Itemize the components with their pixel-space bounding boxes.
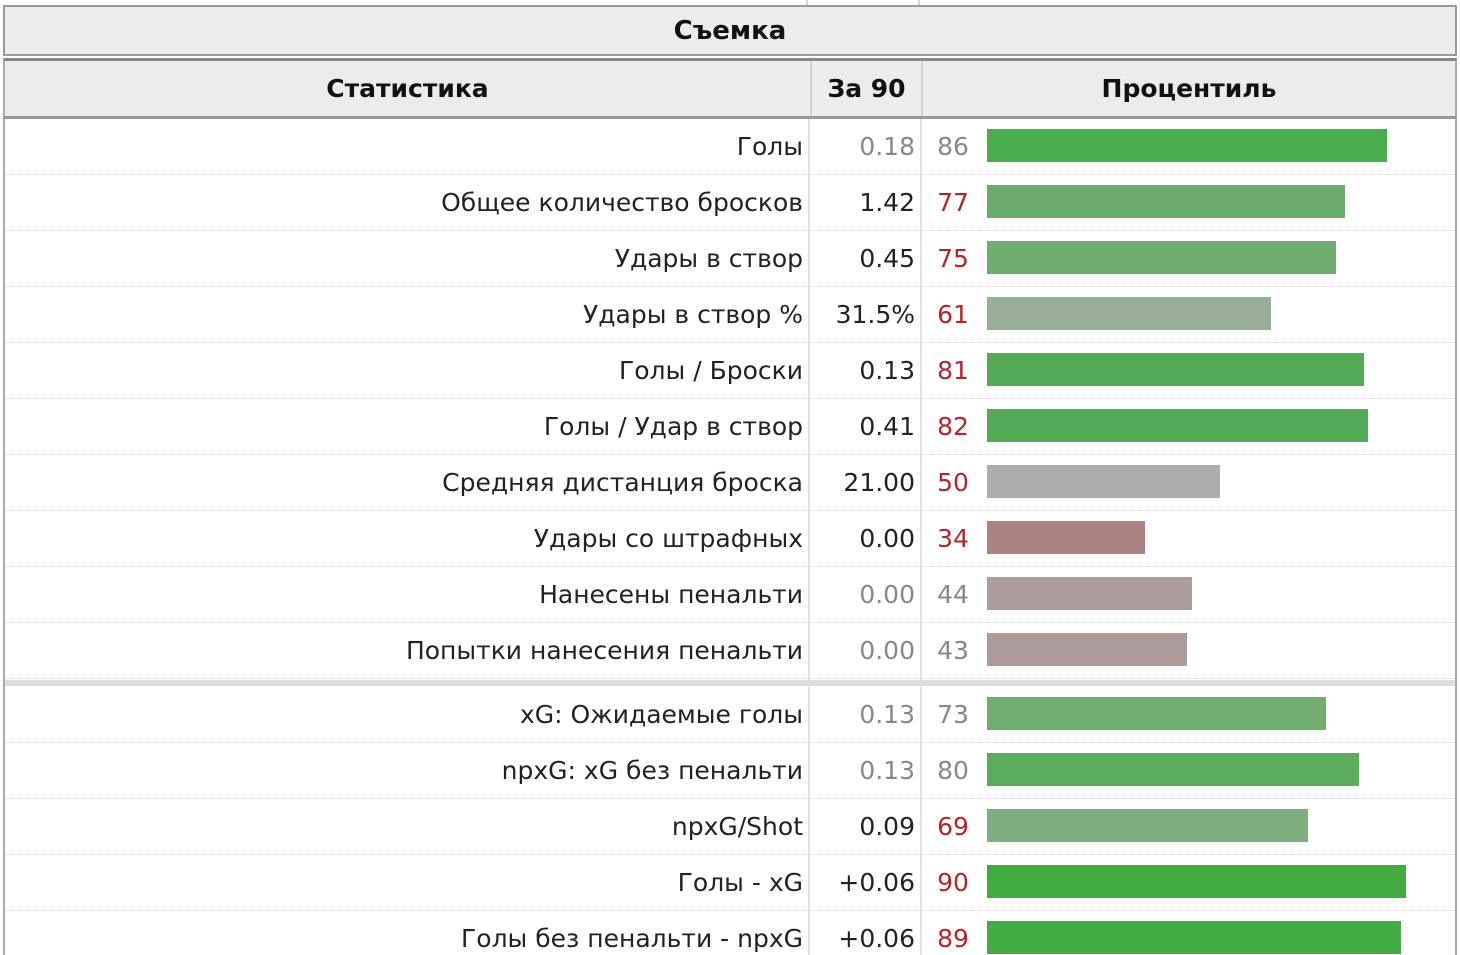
per90-value: 0.18 <box>859 132 915 161</box>
per90-value: 0.45 <box>859 244 915 273</box>
table-row: Средняя дистанция броска 21.00 50 <box>5 455 1455 511</box>
table-row: xG: Ожидаемые голы 0.13 73 <box>5 687 1455 743</box>
percentile-value: 43 <box>937 636 969 665</box>
stat-label: Голы - xG <box>677 868 803 897</box>
table-row: Голы / Удар в створ 0.41 82 <box>5 399 1455 455</box>
percentile-value: 50 <box>937 468 969 497</box>
per90-value: 0.00 <box>859 580 915 609</box>
percentile-bar <box>987 697 1326 730</box>
per90-value: 31.5% <box>835 300 915 329</box>
per90-value: 0.13 <box>859 356 915 385</box>
percentile-value: 80 <box>937 756 969 785</box>
stat-label: Средняя дистанция броска <box>442 468 803 497</box>
percentile-bar <box>987 465 1220 498</box>
percentile-bar <box>987 809 1308 842</box>
percentile-value: 69 <box>937 812 969 841</box>
table-header-row: Статистика За 90 Процентиль <box>3 58 1457 119</box>
table-row: Удары в створ % 31.5% 61 <box>5 287 1455 343</box>
per90-value: +0.06 <box>838 868 915 897</box>
column-separator <box>918 0 920 6</box>
percentile-bar <box>987 753 1359 786</box>
percentile-bar <box>987 185 1345 218</box>
percentile-value: 86 <box>937 132 969 161</box>
percentile-value: 34 <box>937 524 969 553</box>
stat-label: Удары со штрафных <box>533 524 803 553</box>
stat-label: Голы / Броски <box>619 356 803 385</box>
stat-label: Попытки нанесения пенальти <box>405 636 803 665</box>
stat-label: xG: Ожидаемые голы <box>519 700 803 729</box>
stat-label: Голы / Удар в створ <box>543 412 803 441</box>
table-row: Голы 0.18 86 <box>5 119 1455 175</box>
stat-label: Удары в створ <box>614 244 803 273</box>
per90-value: 0.13 <box>859 756 915 785</box>
per90-value: 21.00 <box>843 468 915 497</box>
percentile-value: 82 <box>937 412 969 441</box>
table-row: npxG: xG без пенальти 0.13 80 <box>5 743 1455 799</box>
header-per90[interactable]: За 90 <box>810 61 923 116</box>
table-row: Голы - xG +0.06 90 <box>5 855 1455 911</box>
section-divider <box>5 680 1455 686</box>
header-stat[interactable]: Статистика <box>326 74 489 103</box>
percentile-bar <box>987 129 1387 162</box>
table-row: Удары со штрафных 0.00 34 <box>5 511 1455 567</box>
column-separator <box>806 0 808 6</box>
table-body: Голы 0.18 86 Общее количество бросков 1.42 77… <box>3 119 1457 955</box>
percentile-value: 77 <box>937 188 969 217</box>
stat-label: Голы без пенальти - npxG <box>461 924 803 953</box>
percentile-value: 75 <box>937 244 969 273</box>
stat-label: Удары в створ % <box>583 300 803 329</box>
column-separator <box>920 119 922 955</box>
table-row: Нанесены пенальти 0.00 44 <box>5 567 1455 623</box>
percentile-value: 61 <box>937 300 969 329</box>
percentile-bar <box>987 353 1364 386</box>
table-row: Попытки нанесения пенальти 0.00 43 <box>5 623 1455 679</box>
percentile-bar <box>987 865 1406 898</box>
per90-value: 0.09 <box>859 812 915 841</box>
stat-label: Голы <box>736 132 803 161</box>
table-caption: Съемка <box>3 5 1457 56</box>
table-row: Общее количество бросков 1.42 77 <box>5 175 1455 231</box>
table-row: Голы без пенальти - npxG +0.06 89 <box>5 911 1455 955</box>
percentile-value: 81 <box>937 356 969 385</box>
percentile-bar <box>987 521 1145 554</box>
stat-label: Нанесены пенальти <box>539 580 803 609</box>
percentile-value: 89 <box>937 924 969 953</box>
stat-label: npxG/Shot <box>671 812 803 841</box>
per90-value: 0.13 <box>859 700 915 729</box>
header-percentile[interactable]: Процентиль <box>1101 74 1277 103</box>
percentile-bar <box>987 921 1401 954</box>
percentile-bar <box>987 241 1336 274</box>
per90-value: 0.41 <box>859 412 915 441</box>
per90-value: 0.00 <box>859 524 915 553</box>
stat-label: npxG: xG без пенальти <box>501 756 803 785</box>
table-row: npxG/Shot 0.09 69 <box>5 799 1455 855</box>
table-row: Удары в створ 0.45 75 <box>5 231 1455 287</box>
per90-value: +0.06 <box>838 924 915 953</box>
percentile-bar <box>987 297 1271 330</box>
table-row: Голы / Броски 0.13 81 <box>5 343 1455 399</box>
percentile-value: 90 <box>937 868 969 897</box>
per90-value: 1.42 <box>859 188 915 217</box>
percentile-value: 73 <box>937 700 969 729</box>
per90-value: 0.00 <box>859 636 915 665</box>
stat-label: Общее количество бросков <box>441 188 803 217</box>
percentile-bar <box>987 577 1192 610</box>
column-separator <box>808 119 810 955</box>
percentile-bar <box>987 633 1187 666</box>
percentile-value: 44 <box>937 580 969 609</box>
percentile-bar <box>987 409 1368 442</box>
